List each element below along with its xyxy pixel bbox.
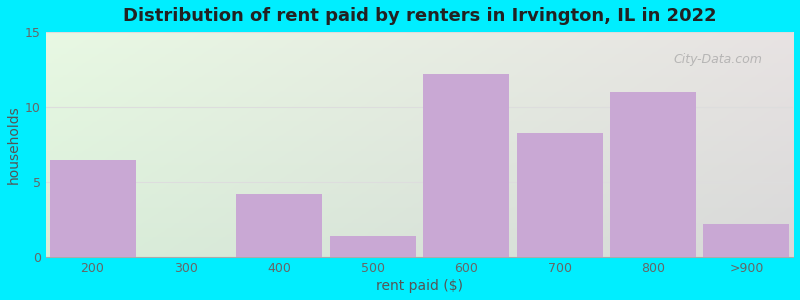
Bar xyxy=(423,74,509,257)
Bar xyxy=(50,160,135,257)
X-axis label: rent paid ($): rent paid ($) xyxy=(376,279,463,293)
Title: Distribution of rent paid by renters in Irvington, IL in 2022: Distribution of rent paid by renters in … xyxy=(122,7,716,25)
Bar xyxy=(703,224,790,257)
Bar xyxy=(610,92,696,257)
Text: City-Data.com: City-Data.com xyxy=(674,52,762,66)
Y-axis label: households: households xyxy=(7,105,21,184)
Bar xyxy=(330,236,416,257)
Bar xyxy=(236,194,322,257)
Bar xyxy=(517,133,602,257)
